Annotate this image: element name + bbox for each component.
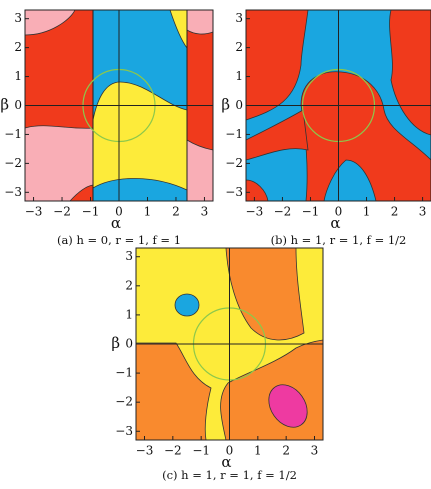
x-tick-label: 0 xyxy=(115,205,123,219)
region xyxy=(92,9,188,121)
y-tick-label: 3 xyxy=(235,11,243,25)
y-tick-label: −1 xyxy=(115,366,133,380)
x-axis-label: α xyxy=(330,214,340,232)
y-tick-label: 2 xyxy=(235,40,243,54)
x-tick-label: 1 xyxy=(363,205,371,219)
x-tick-label: 3 xyxy=(311,444,319,458)
y-tick-label: 0 xyxy=(14,98,22,112)
region xyxy=(268,384,308,428)
x-tick-label: 0 xyxy=(226,444,234,458)
x-tick-label: 2 xyxy=(282,444,290,458)
y-tick-label: −3 xyxy=(115,424,133,438)
caption: (a) h = 0, r = 1, f = 1 xyxy=(57,233,181,247)
y-tick-label: 1 xyxy=(235,69,243,83)
y-tick-label: −3 xyxy=(4,185,22,199)
caption: (c) h = 1, r = 1, f = 1/2 xyxy=(162,468,297,482)
y-axis-label: β xyxy=(0,96,9,114)
y-tick-label: −1 xyxy=(225,127,243,141)
y-tick-label: −3 xyxy=(225,185,243,199)
x-tick-label: −3 xyxy=(136,444,154,458)
x-tick-label: −3 xyxy=(25,205,43,219)
y-tick-label: 1 xyxy=(125,307,133,321)
y-tick-label: 0 xyxy=(235,98,243,112)
y-axis-label: β xyxy=(221,96,230,114)
y-tick-label: 1 xyxy=(14,69,22,83)
x-tick-label: −2 xyxy=(53,205,71,219)
y-tick-label: −1 xyxy=(4,127,22,141)
region xyxy=(245,9,309,121)
y-tick-label: −2 xyxy=(4,156,22,170)
x-tick-label: −1 xyxy=(302,205,320,219)
region xyxy=(186,29,214,151)
x-axis-label: α xyxy=(221,453,231,471)
region xyxy=(174,293,200,317)
y-tick-label: −2 xyxy=(225,156,243,170)
x-tick-label: 1 xyxy=(144,205,152,219)
x-tick-label: 0 xyxy=(335,205,343,219)
x-tick-label: −2 xyxy=(164,444,182,458)
x-tick-label: 3 xyxy=(419,205,427,219)
region xyxy=(245,109,309,161)
x-tick-label: −1 xyxy=(82,205,100,219)
y-tick-label: 2 xyxy=(14,40,22,54)
y-axis-label: β xyxy=(111,334,120,352)
x-tick-label: 1 xyxy=(254,444,262,458)
y-tick-label: 3 xyxy=(14,11,22,25)
x-tick-label: −3 xyxy=(246,205,264,219)
y-tick-label: −2 xyxy=(115,395,133,409)
y-tick-label: 2 xyxy=(125,278,133,292)
x-tick-label: 2 xyxy=(172,205,180,219)
x-axis-label: α xyxy=(111,214,121,232)
x-tick-label: 3 xyxy=(201,205,209,219)
region xyxy=(225,247,305,341)
region xyxy=(389,9,431,136)
caption: (b) h = 1, r = 1, f = 1/2 xyxy=(271,233,407,247)
x-tick-label: 2 xyxy=(391,205,399,219)
y-tick-label: 0 xyxy=(125,337,133,351)
region xyxy=(135,342,212,441)
x-tick-label: −1 xyxy=(192,444,210,458)
y-tick-label: 3 xyxy=(125,249,133,263)
x-tick-label: −2 xyxy=(274,205,292,219)
